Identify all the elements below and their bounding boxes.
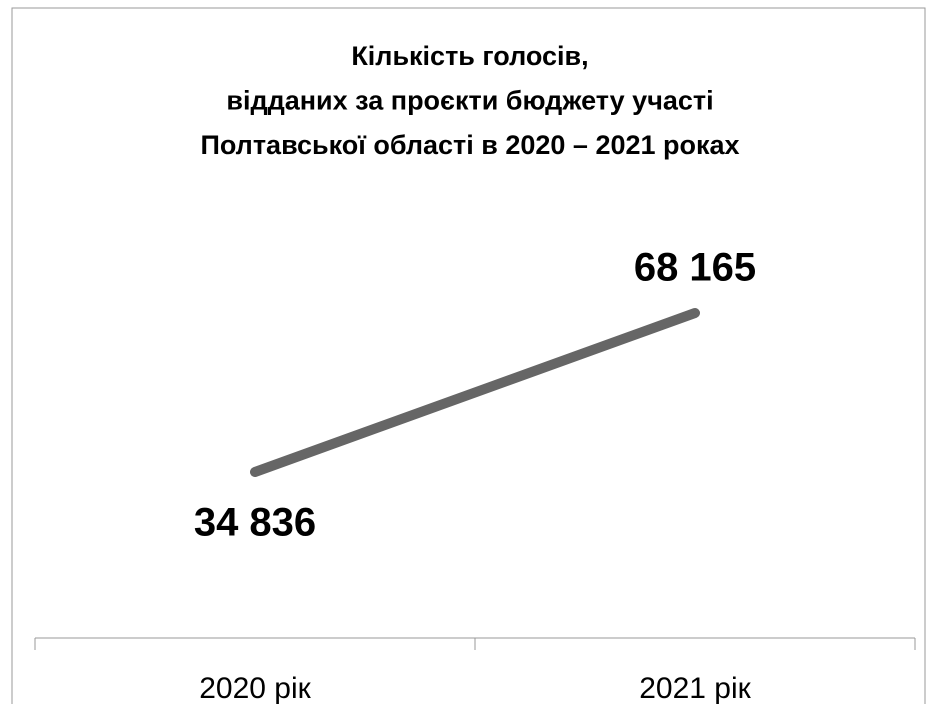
x-tick-label: 2021 рік	[639, 672, 751, 704]
data-label: 34 836	[194, 501, 316, 545]
data-label: 68 165	[634, 246, 756, 290]
chart-title: відданих за проєкти бюджету участі	[226, 86, 713, 116]
x-tick-label: 2020 рік	[199, 672, 311, 704]
chart-title: Кількість голосів,	[351, 41, 588, 71]
line	[250, 308, 700, 477]
chart-border	[11, 7, 926, 704]
chart-title: Полтавської області в 2020 – 2021 роках	[200, 130, 739, 160]
